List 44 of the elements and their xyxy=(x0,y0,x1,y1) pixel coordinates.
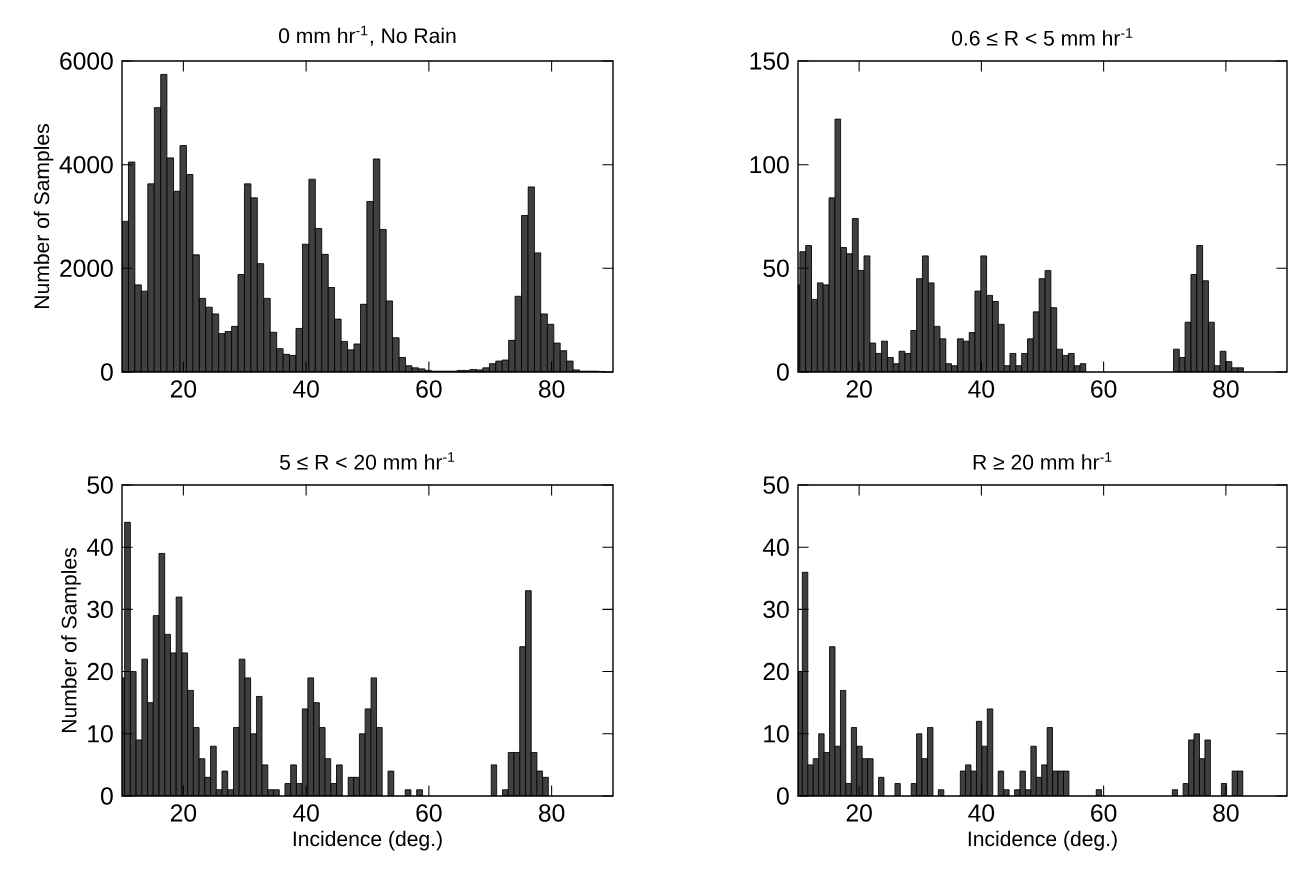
x-tick-label: 80 xyxy=(539,804,565,822)
x-tick-label: 60 xyxy=(1091,380,1117,398)
x-tick-label: 20 xyxy=(846,380,872,398)
x-tick-label: 40 xyxy=(293,380,319,398)
y-axis-title: Number of Samples xyxy=(61,548,81,732)
x-tick-label: 80 xyxy=(1213,380,1239,398)
x-tick-label: 20 xyxy=(170,380,197,398)
x-tick-label: 40 xyxy=(293,804,319,822)
y-tick-label: 10 xyxy=(764,725,789,743)
y-axis-title: Number of Samples xyxy=(33,124,54,308)
x-axis-title: Incidence (deg.) xyxy=(293,830,442,851)
y-tick-label: 0 xyxy=(101,363,113,381)
y-tick-label: 4000 xyxy=(59,155,113,174)
x-axis-title: Incidence (deg.) xyxy=(968,830,1117,851)
y-tick-label: 20 xyxy=(763,662,789,681)
x-tick-label: 40 xyxy=(968,380,995,398)
y-tick-label: 50 xyxy=(87,476,113,494)
chart-title: 0 mm hr$^{-1}$, No Rain xyxy=(279,25,456,46)
x-tick-label: 20 xyxy=(170,804,197,822)
x-tick-label: 80 xyxy=(539,380,565,398)
y-tick-label: 20 xyxy=(87,662,113,681)
y-tick-label: 2000 xyxy=(60,259,113,278)
y-tick-label: 50 xyxy=(763,476,789,494)
y-tick-label: 0 xyxy=(777,787,789,805)
y-tick-label: 50 xyxy=(763,259,789,278)
y-tick-label: 6000 xyxy=(60,52,113,70)
y-tick-label: 30 xyxy=(763,600,789,619)
chart-title: 5 ≤ R < 20 mm hr$^{-1}$ xyxy=(280,452,455,470)
y-tick-label: 40 xyxy=(762,538,789,556)
y-tick-label: 0 xyxy=(101,787,113,805)
chart-title: 0.6 ≤ R < 5 mm hr$^{-1}$ xyxy=(952,28,1133,46)
y-tick-label: 10 xyxy=(88,725,113,743)
x-tick-label: 20 xyxy=(846,804,872,822)
y-tick-label: 30 xyxy=(87,600,113,619)
x-tick-label: 60 xyxy=(416,804,442,822)
chart-title: R ≥ 20 mm hr$^{-1}$ xyxy=(973,452,1112,470)
x-tick-label: 40 xyxy=(968,804,995,822)
x-tick-label: 60 xyxy=(1091,804,1117,822)
y-tick-label: 0 xyxy=(777,363,789,381)
y-tick-label: 100 xyxy=(750,155,789,174)
x-tick-label: 60 xyxy=(416,380,442,398)
x-tick-label: 80 xyxy=(1213,804,1239,822)
y-tick-label: 150 xyxy=(750,52,789,70)
y-tick-label: 40 xyxy=(86,538,113,556)
